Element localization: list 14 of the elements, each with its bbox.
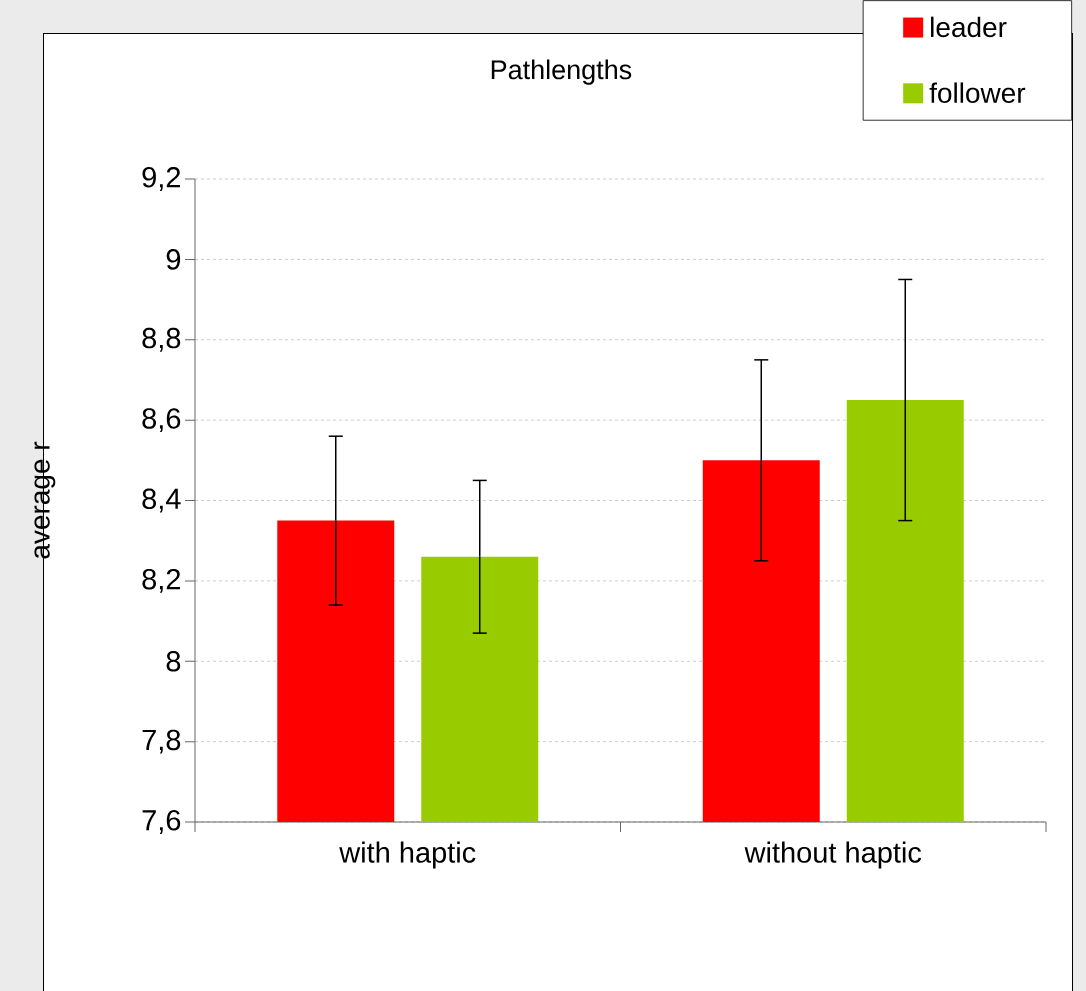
y-tick-label: 8,2 xyxy=(142,568,180,593)
legend-label: leader xyxy=(931,16,1007,38)
legend-label: follower xyxy=(929,82,1026,103)
y-tick-label: 7,8 xyxy=(142,729,181,754)
y-tick-label: 9,2 xyxy=(142,167,180,191)
y-tick-label: 8,6 xyxy=(142,408,181,433)
chart-title: Pathlengths xyxy=(491,59,632,85)
y-tick-label: 8,4 xyxy=(142,488,181,513)
x-tick-label: with haptic xyxy=(339,841,476,869)
x-tick-label: without haptic xyxy=(744,841,922,869)
y-tick-label: 9 xyxy=(166,249,181,270)
y-tick-label: 8,8 xyxy=(142,327,181,352)
y-tick-label: 7,6 xyxy=(142,810,181,834)
y-tick-label: 8 xyxy=(166,651,181,672)
